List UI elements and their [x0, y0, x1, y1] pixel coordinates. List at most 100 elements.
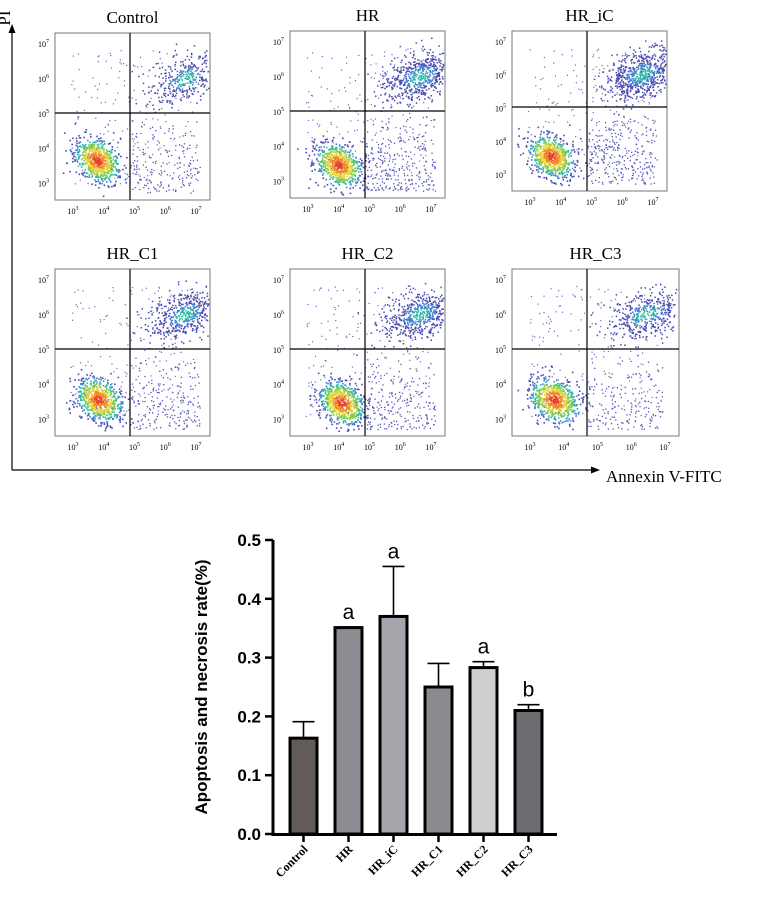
flow-y-tick-label: 107: [38, 275, 49, 285]
flow-y-tick-label: 106: [495, 70, 506, 80]
flow-x-tick-label: 107: [191, 442, 202, 452]
flow-axes: PI Annexin V-FITC: [0, 10, 722, 486]
flow-panel: HR_C3 107 106 105 104 103 103 104 105 106 107: [495, 244, 680, 452]
flow-y-tick-label: 104: [495, 380, 506, 390]
bar-y-axis-label: Apoptosis and necrosis rate(%): [192, 559, 211, 814]
flow-y-tick-label: 106: [273, 310, 284, 320]
flow-x-tick-label: 104: [558, 442, 569, 452]
flow-panel-title: HR_C3: [570, 244, 622, 263]
flow-x-tick-label: 105: [364, 442, 375, 452]
flow-x-tick-label: 103: [68, 206, 79, 216]
flow-y-tick-label: 106: [38, 310, 49, 320]
flow-y-tick-label: 103: [495, 415, 506, 425]
significance-letter: a: [343, 601, 355, 624]
flow-y-tick-label: 103: [38, 415, 49, 425]
significance-letter: b: [523, 679, 535, 702]
annexin-axis-arrow-icon: [591, 466, 600, 474]
flow-x-tick-label: 103: [525, 197, 536, 207]
flow-y-tick-label: 105: [495, 104, 506, 114]
flow-x-tick-label: 103: [525, 442, 536, 452]
bar-y-tick-label: 0.2: [237, 707, 261, 726]
flow-x-tick-label: 105: [592, 442, 603, 452]
flow-x-tick-label: 105: [129, 206, 140, 216]
flow-y-tick-label: 105: [38, 109, 49, 119]
flow-y-tick-label: 107: [495, 275, 506, 285]
flow-y-tick-label: 103: [273, 415, 284, 425]
flow-panel: HR 107 106 105 104 103 103 104 105 106 107: [273, 6, 446, 214]
bar-chart: Apoptosis and necrosis rate(%) 0.0 0.1 0.2…: [192, 531, 557, 880]
flow-panels: Control 107 106 105 104 103 103 104 105 106 107 HR 1…: [38, 6, 680, 452]
flow-panel: HR_C1 107 106 105 104 103 103 104 105 106 107: [38, 244, 211, 452]
flow-events: [65, 280, 210, 432]
flow-panel-frame: [289, 30, 446, 199]
flow-x-tick-label: 106: [160, 442, 171, 452]
flow-x-tick-label: 107: [426, 204, 437, 214]
flow-x-tick-label: 104: [98, 442, 109, 452]
flow-panel-title: HR_iC: [565, 6, 613, 25]
flow-y-tick-label: 103: [38, 179, 49, 189]
bar-y-tick-label: 0.1: [237, 766, 261, 785]
flow-events: [517, 283, 678, 431]
annexin-axis-label: Annexin V-FITC: [606, 467, 722, 486]
flow-events: [517, 40, 667, 187]
flow-x-tick-label: 103: [303, 204, 314, 214]
bar-x-tick-label: HR_iC: [365, 842, 400, 877]
flow-panel: HR_iC 107 106 105 104 103 103 104 105 106 107: [495, 6, 668, 207]
flow-x-tick-label: 107: [648, 197, 659, 207]
bar-x-tick-label: HR: [333, 842, 356, 865]
flow-y-tick-label: 103: [273, 177, 284, 187]
flow-panel-title: HR_C1: [107, 244, 159, 263]
bar-x-tick-label: HR_C2: [453, 842, 490, 879]
flow-y-tick-label: 106: [495, 310, 506, 320]
bar-x-tick-label: Control: [273, 842, 311, 880]
flow-x-tick-label: 107: [426, 442, 437, 452]
flow-panel-frame: [54, 268, 211, 437]
bar: [513, 709, 544, 836]
flow-x-tick-label: 105: [364, 204, 375, 214]
flow-events: [62, 43, 210, 198]
flow-x-tick-label: 107: [191, 206, 202, 216]
flow-x-tick-label: 106: [617, 197, 628, 207]
flow-y-tick-label: 106: [273, 72, 284, 82]
flow-panel: HR_C2 107 106 105 104 103 103 104 105 106 107: [273, 244, 446, 452]
flow-panel: Control 107 106 105 104 103 103 104 105 106 107: [38, 8, 211, 216]
flow-y-tick-label: 104: [495, 137, 506, 147]
flow-panel-title: Control: [107, 8, 159, 27]
flow-y-tick-label: 105: [38, 345, 49, 355]
flow-y-tick-label: 107: [38, 39, 49, 49]
flow-x-tick-label: 105: [129, 442, 140, 452]
bar-y-tick-label: 0.5: [237, 531, 261, 550]
flow-x-tick-label: 106: [160, 206, 171, 216]
flow-y-tick-label: 105: [273, 107, 284, 117]
bar-y-ticks: 0.0 0.1 0.2 0.3 0.4 0.5: [237, 531, 273, 844]
pi-axis-label: PI: [0, 10, 14, 25]
flow-y-tick-label: 107: [495, 37, 506, 47]
flow-x-tick-label: 106: [395, 204, 406, 214]
flow-y-tick-label: 104: [38, 144, 49, 154]
significance-letter: a: [388, 540, 400, 563]
flow-x-tick-label: 106: [395, 442, 406, 452]
bar-y-tick-label: 0.0: [237, 825, 261, 844]
flow-y-tick-label: 104: [38, 380, 49, 390]
flow-y-tick-label: 107: [273, 37, 284, 47]
pi-axis-arrow-icon: [8, 24, 16, 33]
flow-panel-title: HR_C2: [342, 244, 394, 263]
bar: [288, 736, 319, 836]
bar-x-tick-label: HR_C1: [408, 842, 445, 879]
flow-x-tick-label: 104: [333, 442, 344, 452]
flow-x-tick-label: 104: [333, 204, 344, 214]
flow-panel-frame: [511, 268, 680, 437]
flow-x-tick-label: 103: [303, 442, 314, 452]
bar: [468, 666, 499, 836]
flow-y-tick-label: 106: [38, 74, 49, 84]
bar-x-tick-label: HR_C3: [498, 842, 535, 879]
flow-x-tick-label: 103: [68, 442, 79, 452]
flow-events: [305, 282, 445, 433]
flow-x-tick-label: 104: [555, 197, 566, 207]
bar-annotations: a a a b: [343, 540, 535, 701]
flow-y-tick-label: 104: [273, 380, 284, 390]
flow-x-tick-label: 106: [626, 442, 637, 452]
bar-series: [288, 614, 544, 836]
flow-x-tick-label: 104: [98, 206, 109, 216]
